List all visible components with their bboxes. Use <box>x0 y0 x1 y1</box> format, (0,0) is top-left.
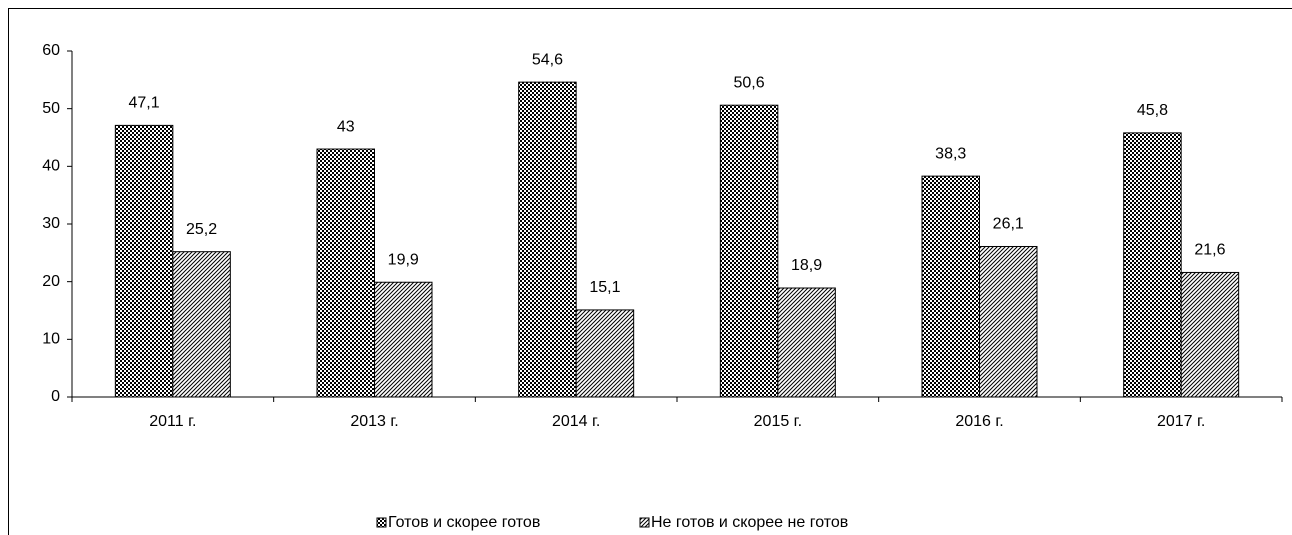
bar <box>575 309 635 398</box>
x-tick-label: 2015 г. <box>754 413 802 430</box>
y-tick-label: 50 <box>42 100 60 117</box>
x-tick-label: 2016 г. <box>955 413 1003 430</box>
bar <box>374 281 433 398</box>
bar <box>114 124 174 398</box>
data-label: 19,9 <box>388 251 419 268</box>
x-tick-label: 2011 г. <box>149 413 196 430</box>
bar <box>316 148 375 398</box>
bar <box>518 81 577 398</box>
y-tick-label: 0 <box>51 388 60 405</box>
data-label: 15,1 <box>589 279 620 296</box>
legend-label: Не готов и скорее не готов <box>651 514 848 531</box>
y-tick-label: 60 <box>42 42 60 59</box>
data-label: 38,3 <box>935 145 966 162</box>
bar <box>777 287 836 398</box>
bar <box>921 175 980 398</box>
legend-marker <box>376 517 387 528</box>
data-label: 21,6 <box>1194 242 1225 259</box>
bar <box>1123 132 1182 398</box>
chart-frame <box>8 8 1292 535</box>
bar <box>172 251 231 398</box>
x-tick-label: 2013 г. <box>350 413 398 430</box>
y-tick-label: 40 <box>42 158 60 175</box>
data-label: 47,1 <box>129 95 160 112</box>
y-tick-label: 30 <box>42 215 60 232</box>
y-tick-label: 10 <box>42 331 60 348</box>
legend-marker <box>639 517 650 528</box>
x-tick-label: 2017 г. <box>1157 413 1205 430</box>
data-label: 45,8 <box>1137 102 1168 119</box>
data-label: 43 <box>337 118 355 135</box>
y-tick-label: 20 <box>42 273 60 290</box>
data-label: 18,9 <box>791 257 822 274</box>
data-label: 25,2 <box>186 221 217 238</box>
bar <box>979 245 1038 398</box>
data-label: 50,6 <box>734 74 765 91</box>
data-label: 54,6 <box>532 51 563 68</box>
bar <box>719 104 779 398</box>
data-label: 26,1 <box>993 216 1024 233</box>
legend-label: Готов и скорее готов <box>388 514 540 531</box>
bar <box>1180 271 1240 398</box>
x-tick-label: 2014 г. <box>552 413 600 430</box>
